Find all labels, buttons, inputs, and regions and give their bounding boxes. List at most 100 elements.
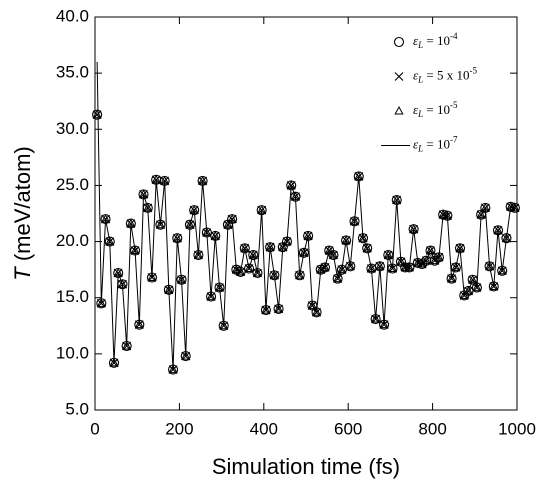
triangle-marker [273,303,284,313]
triangle-marker [223,219,233,229]
triangle-marker [269,270,279,279]
triangle-marker [210,230,220,240]
triangle-marker [151,174,161,184]
x-tick-label: 1000 [498,419,536,438]
triangle-marker [493,225,503,234]
triangle-marker [476,209,486,219]
triangle-marker [147,272,157,282]
y-axis-label: T (meV/atom) [10,146,35,280]
triangle-marker [379,319,389,329]
y-tick-label: 25.0 [56,175,89,194]
legend-label: εL = 10-5 [413,100,458,119]
triangle-marker [307,300,317,310]
triangle-marker [394,105,404,115]
triangle-marker [311,307,322,316]
triangle-marker [408,224,419,233]
triangle-marker [265,242,275,251]
triangle-marker [105,236,115,246]
triangle-marker [303,230,313,240]
triangle-marker [442,210,453,220]
triangle-marker [341,235,351,244]
triangle-marker [126,218,136,228]
triangle-marker [366,263,377,273]
y-tick-label: 5.0 [65,399,89,418]
triangle-marker [434,252,444,261]
triangle-marker [122,340,132,350]
triangle-marker [278,242,288,251]
triangle-marker [354,171,364,180]
triangle-marker [202,227,212,237]
triangle-marker [451,262,461,271]
triangle-marker [446,273,457,283]
triangle-marker [370,314,381,323]
triangle-marker [345,261,355,270]
triangle-marker [295,270,305,279]
triangle-marker [510,202,520,212]
triangle-marker [168,364,178,374]
y-tick-label: 20.0 [56,231,89,250]
triangle-marker [438,209,448,219]
triangle-marker [333,273,343,283]
triangle-marker [235,266,246,276]
circle-marker [393,36,405,48]
triangle-marker [459,290,469,299]
triangle-marker [257,205,267,214]
triangle-marker [193,249,204,259]
triangle-marker [214,282,225,292]
triangle-marker [286,180,296,189]
triangle-marker [463,285,474,295]
triangle-marker [219,320,229,330]
legend-label: εL = 10-4 [413,31,458,50]
triangle-marker [472,282,482,292]
triangle-marker [375,261,385,270]
triangle-marker [109,357,119,367]
triangle-marker [468,274,478,284]
triangle-marker [358,233,368,242]
triangle-marker [282,236,292,246]
triangle-marker [164,284,174,294]
triangle-marker [413,257,423,267]
triangle-marker [324,245,334,255]
x-tick-label: 800 [418,419,446,438]
triangle-marker [506,201,516,211]
triangle-marker [176,274,187,284]
triangle-marker [480,202,490,212]
triangle-marker [316,264,326,274]
plot-frame [94,16,518,411]
x-tick-label: 600 [334,419,362,438]
triangle-marker [113,267,123,277]
triangle-marker [159,175,170,185]
triangle-marker [117,279,128,288]
triangle-marker [100,214,111,223]
x-tick-label: 200 [165,419,193,438]
triangle-marker [383,249,393,259]
triangle-marker [489,281,499,290]
triangle-marker [501,233,512,242]
triangle-marker [134,319,144,329]
triangle-marker [362,243,372,252]
triangle-marker [337,264,347,274]
y-tick-label: 40.0 [56,6,89,25]
triangle-marker [497,265,507,275]
triangle-marker [290,191,301,201]
triangle-marker [227,214,237,223]
triangle-marker [130,245,140,255]
triangle-marker [387,263,398,273]
triangle-marker [404,262,415,271]
triangle-marker [261,305,271,314]
triangle-marker [231,264,242,274]
legend-label: εL = 5 x 10-5 [413,66,477,85]
triangle-marker [455,243,465,252]
triangle-marker [197,175,208,185]
triangle-marker [349,216,360,225]
triangle-marker [392,194,402,204]
triangle-marker [320,262,330,271]
triangle-marker [396,256,406,266]
x-axis-label: Simulation time (fs) [212,454,400,479]
triangle-marker [189,205,199,214]
triangle-marker [181,351,191,360]
triangle-marker [185,219,195,229]
triangle-marker [421,255,431,265]
y-tick-label: 15.0 [56,287,89,306]
